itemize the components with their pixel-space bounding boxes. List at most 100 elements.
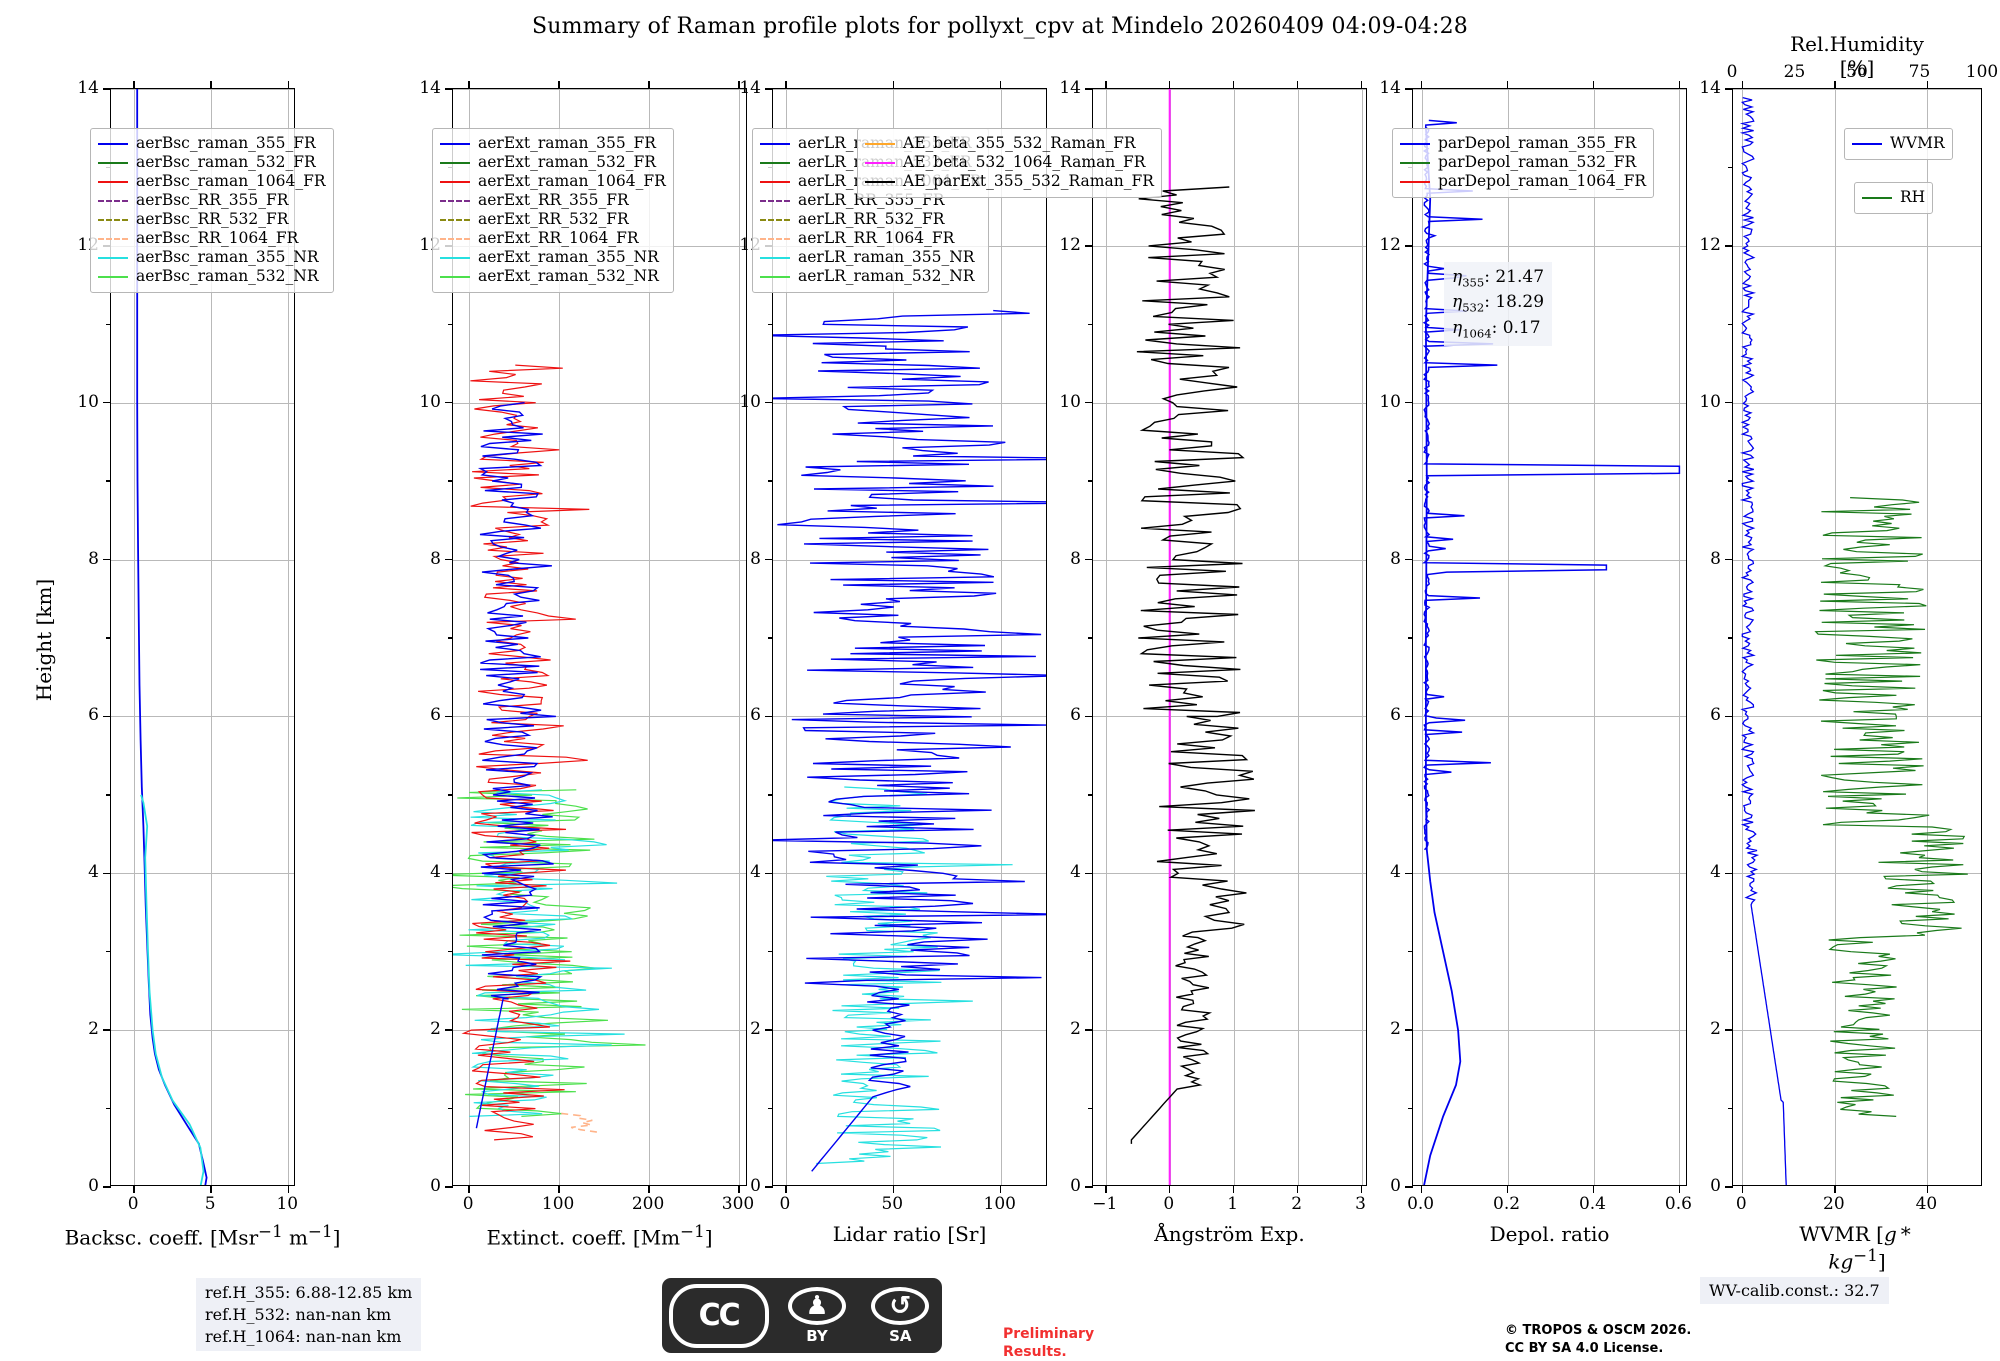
legend-item[interactable]: AE_beta_355_532_Raman_FR (865, 134, 1154, 153)
legend-item[interactable]: aerBsc_raman_1064_FR (98, 172, 326, 191)
legend-label: aerBsc_raman_532_FR (136, 153, 316, 172)
legend-swatch (760, 218, 790, 221)
gridline-h (1093, 716, 1366, 718)
x-tick-label: 10 (276, 1194, 299, 1214)
legend-item[interactable]: aerExt_RR_532_FR (440, 210, 666, 229)
legend-swatch (98, 161, 128, 164)
legend-item[interactable]: WVMR (1852, 134, 1945, 153)
legend-label: aerLR_RR_532_FR (798, 210, 945, 229)
legend-swatch (440, 199, 470, 202)
x-tick (648, 1185, 650, 1193)
legend-item[interactable]: aerBsc_raman_532_NR (98, 267, 326, 286)
legend-swatch (865, 161, 895, 164)
legend-item[interactable]: aerBsc_RR_355_FR (98, 191, 326, 210)
y-tick (1085, 715, 1093, 718)
gridline-h (453, 402, 746, 404)
y-tick (1085, 558, 1093, 561)
cc-logo-icon: CC (668, 1283, 769, 1348)
y-tick-label: 4 (430, 862, 441, 883)
gridline-h (773, 716, 1046, 718)
legend-label: aerLR_raman_355_NR (798, 248, 975, 267)
legend-item[interactable]: aerBsc_RR_1064_FR (98, 229, 326, 248)
y-tick (765, 558, 773, 561)
legend-item[interactable]: RH (1862, 188, 1925, 207)
legend-extinction[interactable]: aerExt_raman_355_FR aerExt_raman_532_FR ae… (432, 128, 674, 293)
legend-depolarization[interactable]: parDepol_raman_355_FR parDepol_raman_532_… (1392, 128, 1655, 198)
legend-item[interactable]: aerLR_raman_355_NR (760, 248, 981, 267)
gridline-v (785, 89, 787, 1185)
legend-angstrom[interactable]: AE_beta_355_532_Raman_FR AE_beta_532_1064… (857, 128, 1162, 198)
y-tick (103, 401, 111, 404)
legend-item[interactable]: aerLR_RR_1064_FR (760, 229, 981, 248)
y-tick-label: 8 (1070, 548, 1081, 569)
legend-item[interactable]: aerLR_RR_532_FR (760, 210, 981, 229)
y-tick (1405, 245, 1413, 247)
plot-panel-wvmr-rh (1725, 81, 1982, 1193)
y-tick-minor (1728, 637, 1733, 639)
legend-label: aerBsc_RR_532_FR (136, 210, 289, 229)
x-tick-top (1360, 81, 1363, 89)
x-tick-top (133, 81, 135, 89)
y-tick-minor (106, 637, 111, 639)
y-tick-minor (106, 1107, 111, 1110)
y-tick-label: 14 (77, 78, 99, 98)
gridline-h (1413, 402, 1686, 404)
y-tick-minor (448, 1107, 453, 1110)
legend-item[interactable]: aerExt_RR_1064_FR (440, 229, 666, 248)
legend-item[interactable]: aerLR_raman_532_NR (760, 267, 981, 286)
x-axis-label-angstrom: Ångström Exp. (1154, 1222, 1305, 1246)
y-tick-label: 14 (1379, 78, 1401, 98)
y-tick (1085, 401, 1093, 404)
plot-area-wvmr-rh (1733, 89, 1981, 1185)
cc-license-badge[interactable]: CC ♟ BY ↺ SA (662, 1278, 942, 1353)
legend-label: aerExt_raman_532_NR (478, 267, 659, 286)
legend-item[interactable]: aerExt_raman_355_NR (440, 248, 666, 267)
legend-item[interactable]: aerExt_raman_355_FR (440, 134, 666, 153)
legend-item[interactable]: parDepol_raman_355_FR (1400, 134, 1646, 153)
legend-item[interactable]: aerBsc_raman_355_FR (98, 134, 326, 153)
legend-swatch (865, 142, 895, 145)
legend-item[interactable]: aerBsc_raman_355_NR (98, 248, 326, 267)
gridline-h (111, 559, 294, 561)
x-tick (558, 1185, 560, 1193)
y-tick-minor (106, 323, 111, 325)
y-tick-minor (768, 480, 773, 482)
legend-backscatter[interactable]: aerBsc_raman_355_FR aerBsc_raman_532_FR ae… (90, 128, 334, 293)
gridline-h (1093, 245, 1366, 247)
x-tick-label: 3 (1355, 1194, 1367, 1214)
legend-item[interactable]: aerExt_raman_532_NR (440, 267, 666, 286)
legend-item[interactable]: aerBsc_raman_532_FR (98, 153, 326, 172)
ref-h-355: ref.H_355: 6.88-12.85 km (205, 1283, 413, 1302)
legend-item[interactable]: parDepol_raman_532_FR (1400, 153, 1646, 172)
gridline-h (1093, 1030, 1366, 1032)
legend-item[interactable]: aerExt_raman_532_FR (440, 153, 666, 172)
y-tick-label: 8 (750, 548, 761, 569)
legend-item[interactable]: parDepol_raman_1064_FR (1400, 172, 1646, 191)
plot-area-angstrom (1093, 89, 1366, 1185)
gridline-h (1733, 245, 1981, 247)
cc-by-icon: ♟ BY (782, 1286, 852, 1345)
top-tick-label: 50 (1846, 62, 1868, 82)
y-tick-minor (1728, 166, 1733, 169)
x-tick-top (558, 81, 560, 89)
legend-item[interactable]: AE_beta_532_1064_Raman_FR (865, 153, 1154, 172)
y-tick-label: 4 (1070, 862, 1081, 883)
y-tick (765, 715, 773, 718)
legend-wvmr[interactable]: WVMR (1844, 128, 1953, 160)
legend-label: aerExt_RR_355_FR (478, 191, 629, 210)
legend-item[interactable]: aerExt_RR_355_FR (440, 191, 666, 210)
legend-rh[interactable]: RH (1854, 182, 1934, 214)
y-tick-minor (1728, 480, 1733, 482)
legend-label: aerExt_raman_1064_FR (478, 172, 666, 191)
y-tick-label: 0 (1070, 1176, 1081, 1196)
y-tick-minor (768, 323, 773, 325)
x-tick-label: 5 (204, 1194, 216, 1214)
legend-item[interactable]: aerBsc_RR_532_FR (98, 210, 326, 229)
y-tick (1085, 1029, 1093, 1031)
legend-item[interactable]: AE_parExt_355_532_Raman_FR (865, 172, 1154, 191)
legend-item[interactable]: aerExt_raman_1064_FR (440, 172, 666, 191)
data-curves-lidar-ratio (773, 309, 1046, 1172)
cc-sa-icon: ↺ SA (865, 1286, 935, 1345)
x-axis-label-backscatter: Backsc. coeff. [Msr−1 m−1] (64, 1222, 341, 1250)
y-tick-label: 2 (1390, 1019, 1401, 1040)
